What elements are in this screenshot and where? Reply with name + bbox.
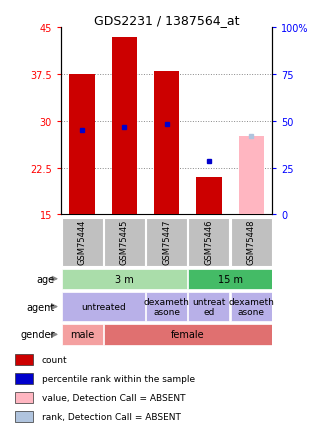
- Bar: [146, 218, 187, 266]
- Text: gender: gender: [20, 330, 55, 339]
- Bar: [15, 373, 33, 385]
- Text: GSM75445: GSM75445: [120, 219, 129, 265]
- Bar: [15, 411, 33, 422]
- Bar: [231, 293, 272, 321]
- Bar: [69, 75, 95, 215]
- Bar: [146, 293, 187, 321]
- Text: agent: agent: [27, 302, 55, 312]
- Text: rank, Detection Call = ABSENT: rank, Detection Call = ABSENT: [42, 412, 181, 421]
- Bar: [62, 293, 145, 321]
- Bar: [104, 218, 145, 266]
- Bar: [231, 218, 272, 266]
- Bar: [188, 218, 229, 266]
- Bar: [62, 218, 103, 266]
- Title: GDS2231 / 1387564_at: GDS2231 / 1387564_at: [94, 14, 239, 27]
- Bar: [104, 325, 272, 345]
- Text: 15 m: 15 m: [218, 274, 243, 284]
- Bar: [62, 325, 103, 345]
- Bar: [15, 392, 33, 404]
- Bar: [196, 178, 222, 215]
- Bar: [188, 293, 229, 321]
- Text: dexameth
asone: dexameth asone: [144, 297, 190, 316]
- Text: GSM75446: GSM75446: [204, 219, 213, 265]
- Text: untreated: untreated: [81, 302, 126, 311]
- Text: age: age: [37, 274, 55, 284]
- Text: value, Detection Call = ABSENT: value, Detection Call = ABSENT: [42, 393, 185, 402]
- Bar: [154, 72, 179, 215]
- Bar: [62, 269, 187, 289]
- Bar: [112, 37, 137, 215]
- Text: GSM75447: GSM75447: [162, 219, 171, 265]
- Bar: [15, 354, 33, 365]
- Text: percentile rank within the sample: percentile rank within the sample: [42, 374, 195, 383]
- Text: male: male: [70, 330, 94, 339]
- Text: 3 m: 3 m: [115, 274, 134, 284]
- Bar: [239, 137, 264, 215]
- Bar: [188, 269, 272, 289]
- Text: untreat
ed: untreat ed: [192, 297, 226, 316]
- Text: GSM75444: GSM75444: [78, 219, 87, 265]
- Text: GSM75448: GSM75448: [247, 219, 256, 265]
- Text: female: female: [171, 330, 205, 339]
- Text: count: count: [42, 355, 68, 364]
- Text: dexameth
asone: dexameth asone: [228, 297, 274, 316]
